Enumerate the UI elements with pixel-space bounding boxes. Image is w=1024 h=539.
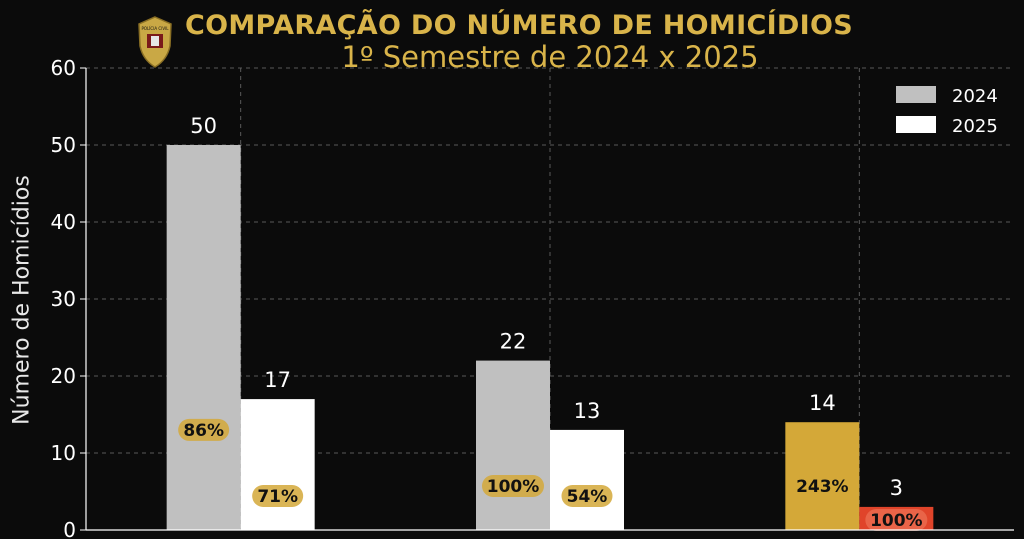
value-label-2025: 13 xyxy=(574,399,601,423)
y-tick-label: 10 xyxy=(51,441,76,465)
percent-label-2024: 86% xyxy=(183,421,224,441)
percent-badge-bg xyxy=(561,485,613,507)
badge-text: POLÍCIA CIVIL xyxy=(141,26,169,31)
y-tick-label: 50 xyxy=(51,133,76,157)
value-label-2024: 14 xyxy=(809,391,836,415)
percent-badge-bg xyxy=(178,418,230,441)
percent-badge-bg xyxy=(252,485,304,507)
legend: 2024 2025 xyxy=(896,86,998,137)
legend-label-2024: 2024 xyxy=(952,86,998,107)
y-axis: 0 10 20 30 40 50 60 xyxy=(51,56,1014,539)
bars xyxy=(166,145,934,530)
y-tick-label: 30 xyxy=(51,287,76,311)
percent-badge-bg xyxy=(482,475,544,497)
police-badge-icon: POLÍCIA CIVIL xyxy=(138,16,172,68)
chart-title: COMPARAÇÃO DO NÚMERO DE HOMICÍDIOS xyxy=(185,10,853,41)
percent-label-2025: 54% xyxy=(567,487,608,507)
value-label-2025: 17 xyxy=(264,368,291,392)
percent-label-2024: 243% xyxy=(796,477,849,497)
bar-2024 xyxy=(166,145,241,530)
value-label-2025: 3 xyxy=(890,476,903,500)
value-label-2024: 22 xyxy=(500,330,527,354)
legend-swatch-2025 xyxy=(896,116,936,133)
legend-swatch-2024 xyxy=(896,86,936,103)
percent-badge-bg xyxy=(865,509,928,531)
y-tick-label: 60 xyxy=(51,56,76,80)
legend-label-2025: 2025 xyxy=(952,116,998,137)
percent-label-2025: 100% xyxy=(870,511,923,531)
bar-2024 xyxy=(476,360,550,530)
bar-2025 xyxy=(240,399,315,530)
y-tick-label: 0 xyxy=(63,518,76,539)
y-tick-label: 40 xyxy=(51,210,76,234)
percent-badge-bg xyxy=(791,475,854,497)
y-tick-label: 20 xyxy=(51,364,76,388)
value-label-2024: 50 xyxy=(190,114,217,138)
percent-label-2024: 100% xyxy=(487,477,540,497)
percent-label-2025: 71% xyxy=(257,487,298,507)
bar-2025 xyxy=(550,429,624,530)
value-labels: 50 86% 17 71% 22 100% 13 54% 14 243% 3 100% xyxy=(178,114,928,531)
